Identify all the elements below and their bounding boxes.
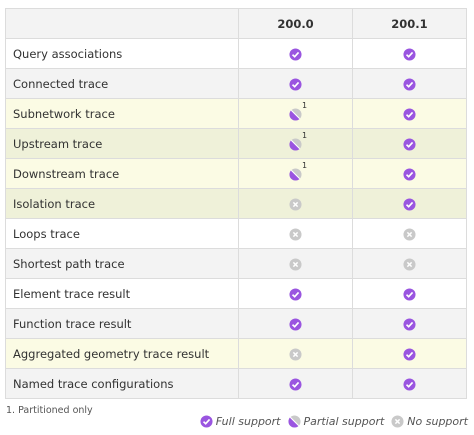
support-cell	[352, 98, 467, 129]
support-icon-none	[289, 197, 302, 211]
support-icon-none	[289, 347, 302, 361]
support-icon-full	[403, 377, 416, 391]
footnote-ref: 1	[302, 130, 308, 140]
support-cell	[238, 218, 353, 249]
support-icon-full	[289, 77, 302, 91]
table-row: Isolation trace	[4, 188, 467, 219]
table-row: Aggregated geometry trace result	[4, 338, 467, 369]
row-label: Aggregated geometry trace result	[4, 338, 240, 369]
row-label: Subnetwork trace	[4, 98, 240, 129]
support-cell	[352, 68, 467, 99]
row-label: Query associations	[4, 38, 240, 69]
legend-label: Partial support	[303, 415, 385, 428]
row-label: Named trace configurations	[4, 368, 240, 399]
row-label: Upstream trace	[4, 128, 240, 159]
support-icon-full	[403, 197, 416, 211]
table-row: Subnetwork trace 1	[4, 98, 467, 129]
support-cell	[238, 188, 353, 219]
row-label: Connected trace	[4, 68, 240, 99]
table-row: Element trace result	[4, 278, 467, 309]
legend-item: No support	[391, 415, 468, 428]
row-label: Shortest path trace	[4, 248, 240, 279]
support-cell: 1	[238, 98, 353, 129]
support-cell: 1	[238, 158, 353, 189]
support-icon-partial: 1	[289, 101, 307, 121]
support-cell	[352, 368, 467, 399]
support-icon-none	[403, 227, 416, 241]
support-icon-full	[403, 167, 416, 181]
footnote: 1. Partitioned only	[6, 405, 93, 416]
support-cell	[238, 338, 353, 369]
footnote-ref: 1	[302, 100, 308, 110]
support-cell: 1	[238, 128, 353, 159]
support-icon-partial: 1	[289, 161, 307, 181]
column-header: 200.1	[352, 8, 467, 39]
support-icon-full	[403, 47, 416, 61]
support-cell	[352, 188, 467, 219]
support-icon-full	[403, 77, 416, 91]
support-cell	[352, 248, 467, 279]
support-icon-partial: 1	[289, 131, 307, 151]
support-icon-full	[403, 317, 416, 331]
table-row: Loops trace	[4, 218, 467, 249]
support-cell	[238, 308, 353, 339]
table-row: Named trace configurations	[4, 368, 467, 399]
footnote-ref: 1	[302, 160, 308, 170]
header-blank	[4, 8, 240, 39]
row-label: Downstream trace	[4, 158, 240, 189]
support-icon-none	[403, 257, 416, 271]
support-cell	[352, 128, 467, 159]
header-row: 200.0 200.1	[4, 8, 467, 39]
legend-label: Full support	[215, 415, 281, 428]
legend-item: Partial support	[287, 415, 385, 428]
legend-item: Full support	[200, 415, 281, 428]
support-cell	[352, 218, 467, 249]
legend-icon	[287, 415, 301, 428]
column-header: 200.0	[238, 8, 353, 39]
table-row: Function trace result	[4, 308, 467, 339]
support-cell	[352, 278, 467, 309]
row-label: Element trace result	[4, 278, 240, 309]
support-icon-none	[289, 257, 302, 271]
support-icon-full	[403, 287, 416, 301]
legend-icon	[391, 415, 404, 428]
support-icon-none	[289, 227, 302, 241]
table-row: Query associations	[4, 38, 467, 69]
legend: Full support Partial support No support	[200, 415, 468, 428]
support-cell	[238, 68, 353, 99]
table-row: Shortest path trace	[4, 248, 467, 279]
support-icon-full	[289, 377, 302, 391]
support-cell	[238, 38, 353, 69]
row-label: Function trace result	[4, 308, 240, 339]
support-cell	[352, 38, 467, 69]
support-icon-full	[289, 47, 302, 61]
support-table: 200.0 200.1 Query associations Connected t…	[4, 8, 467, 399]
support-icon-full	[403, 347, 416, 361]
support-icon-full	[403, 107, 416, 121]
support-cell	[352, 308, 467, 339]
row-label: Isolation trace	[4, 188, 240, 219]
support-icon-full	[403, 137, 416, 151]
row-label: Loops trace	[4, 218, 240, 249]
support-cell	[238, 368, 353, 399]
table-row: Downstream trace 1	[4, 158, 467, 189]
legend-label: No support	[407, 415, 468, 428]
table-row: Connected trace	[4, 68, 467, 99]
support-cell	[352, 158, 467, 189]
support-icon-full	[289, 287, 302, 301]
legend-icon	[200, 415, 213, 428]
support-cell	[352, 338, 467, 369]
support-cell	[238, 248, 353, 279]
table-row: Upstream trace 1	[4, 128, 467, 159]
support-icon-full	[289, 317, 302, 331]
support-cell	[238, 278, 353, 309]
